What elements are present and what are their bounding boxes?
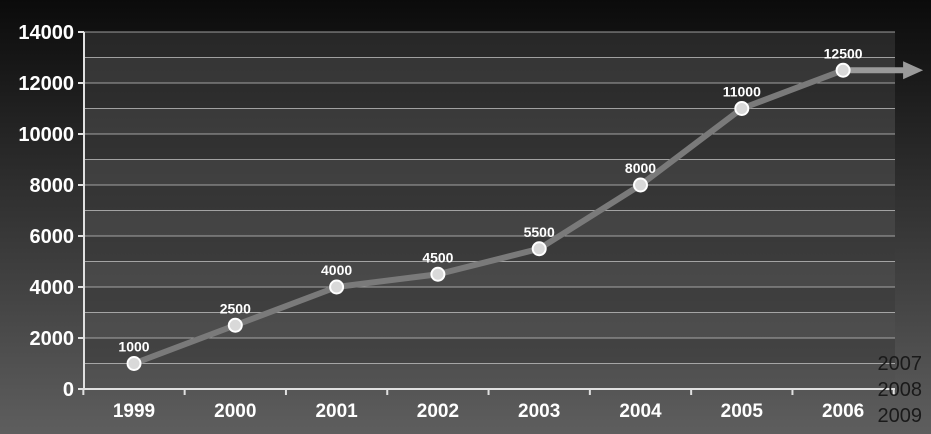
data-point — [835, 62, 851, 78]
data-point — [430, 266, 446, 282]
series-line — [131, 67, 847, 367]
x-tick-label: 2003 — [518, 401, 560, 422]
data-label: 5500 — [524, 224, 555, 240]
arrow-head — [903, 61, 924, 80]
data-label: 4000 — [321, 262, 352, 278]
plot-band — [84, 57, 895, 83]
plot-band — [84, 159, 895, 185]
plot-band — [84, 338, 895, 364]
x-tick-label: 2001 — [315, 401, 358, 422]
x-tick-label: 2002 — [417, 401, 459, 422]
plot-band — [84, 210, 895, 236]
data-point — [227, 317, 243, 333]
extra-year-labels: 2007 2008 2009 — [878, 353, 923, 427]
y-tick-label: 14000 — [18, 22, 74, 44]
x-tick-label: 2000 — [214, 401, 256, 422]
data-label: 11000 — [723, 84, 761, 100]
x-axis-tick-labels: 1999 2000 2001 2002 2003 2004 2005 2006 — [113, 401, 864, 422]
y-tick-label: 10000 — [18, 124, 74, 146]
plot-band — [84, 185, 895, 211]
extra-year-label: 2007 — [878, 353, 923, 375]
axes — [78, 31, 895, 395]
plot-band — [84, 134, 895, 160]
x-tick-label: 1999 — [113, 401, 155, 422]
data-label: 1000 — [118, 339, 149, 355]
y-tick-label: 12000 — [18, 73, 74, 95]
data-label: 12500 — [824, 45, 863, 61]
plot-band — [84, 261, 895, 287]
x-tick-label: 2006 — [822, 401, 864, 422]
plot-band — [84, 287, 895, 313]
data-point — [531, 241, 547, 257]
x-tick-label: 2004 — [619, 401, 662, 422]
data-point — [633, 177, 648, 193]
data-markers — [126, 62, 851, 371]
y-tick-label: 0 — [63, 379, 74, 401]
extra-year-label: 2009 — [878, 405, 923, 427]
data-label: 4500 — [422, 249, 453, 265]
data-point — [734, 101, 750, 116]
extra-year-label: 2008 — [878, 379, 923, 401]
data-label: 8000 — [625, 160, 656, 176]
plot-band — [84, 32, 895, 58]
y-tick-label: 2000 — [30, 328, 75, 350]
plot-band — [84, 108, 895, 134]
y-tick-label: 6000 — [30, 226, 75, 248]
series-polyline — [131, 67, 847, 367]
plot-band — [84, 363, 895, 389]
y-axis-tick-labels: 0 2000 4000 6000 8000 10000 12000 14000 — [18, 22, 74, 401]
trend-arrow — [849, 61, 924, 80]
x-tick-label: 2005 — [721, 401, 764, 422]
data-label: 2500 — [220, 300, 251, 316]
y-tick-label: 4000 — [30, 277, 75, 299]
data-labels: 1000 2500 4000 4500 5500 8000 11000 12500 — [118, 45, 862, 354]
data-point — [329, 279, 345, 295]
plot-band — [84, 236, 895, 262]
y-tick-label: 8000 — [30, 175, 75, 197]
data-point — [126, 356, 142, 371]
